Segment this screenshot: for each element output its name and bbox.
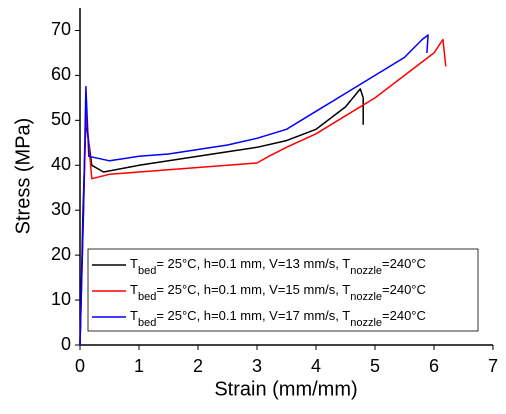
legend-label: Tbed= 25°C, h=0.1 mm, V=17 mm/s, Tnozzle… (130, 308, 426, 328)
y-tick-label: 70 (51, 19, 71, 39)
x-axis-label: Strain (mm/mm) (214, 378, 357, 400)
x-tick-label: 6 (429, 356, 439, 376)
y-tick-label: 40 (51, 154, 71, 174)
x-tick-label: 5 (370, 356, 380, 376)
x-tick-label: 0 (75, 356, 85, 376)
x-tick-label: 4 (311, 356, 321, 376)
y-tick-label: 10 (51, 289, 71, 309)
x-tick-label: 1 (134, 356, 144, 376)
y-tick-label: 30 (51, 199, 71, 219)
data-line (79, 34, 429, 346)
y-tick-label: 60 (51, 64, 71, 84)
x-tick-label: 2 (193, 356, 203, 376)
y-tick-label: 20 (51, 244, 71, 264)
x-tick-label: 3 (252, 356, 262, 376)
y-tick-label: 0 (61, 334, 71, 354)
legend-box (87, 248, 479, 332)
x-tick-label: 7 (488, 356, 498, 376)
y-axis-label: Stress (MPa) (12, 118, 34, 235)
legend-label: Tbed= 25°C, h=0.1 mm, V=15 mm/s, Tnozzle… (130, 282, 426, 302)
legend-label: Tbed= 25°C, h=0.1 mm, V=13 mm/s, Tnozzle… (130, 256, 426, 276)
y-tick-label: 50 (51, 109, 71, 129)
data-line (79, 38, 447, 346)
